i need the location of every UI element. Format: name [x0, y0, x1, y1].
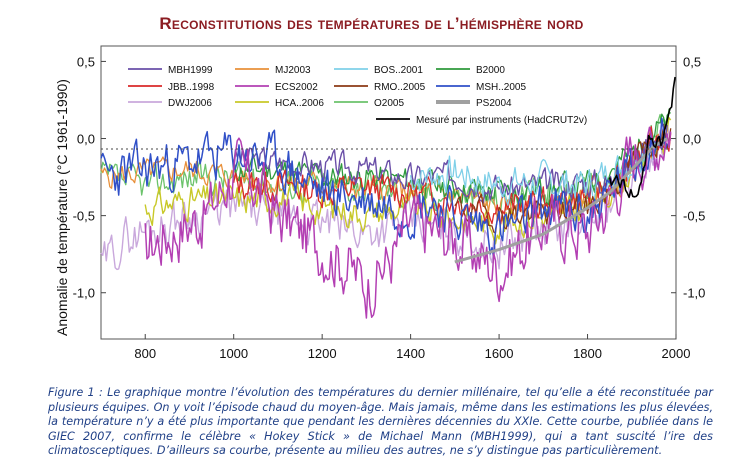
- y-tick-label-left: -1,0: [73, 286, 95, 301]
- series-line-ecs2002: [144, 126, 672, 319]
- series-line-ps2004: [454, 137, 668, 264]
- x-tick-label: 1200: [308, 346, 337, 361]
- legend-label: RMO..2005: [374, 82, 426, 93]
- legend-label: B2000: [476, 65, 505, 76]
- chart: 800 1000 1200 1400 1600 1800 2000 0,5 0,0 -0,5 -1,…: [54, 45, 706, 361]
- series-line-bos-2001: [409, 139, 659, 206]
- y-tick-label-right: 0,5: [683, 54, 701, 69]
- legend-label: ECS2002: [275, 82, 318, 93]
- series-line-b2000: [233, 112, 671, 208]
- axis-layer: 800 1000 1200 1400 1600 1800 2000 0,5 0,0 -0,5 -1,…: [73, 54, 706, 361]
- series-line-mesur-par-instruments-hadcrut2v-: [608, 76, 676, 199]
- y-tick-label-right: -0,5: [683, 209, 705, 224]
- x-tick-label: 1600: [485, 346, 514, 361]
- figure-caption: Figure 1 : Le graphique montre l’évoluti…: [48, 386, 713, 458]
- legend-label: Mesuré par instruments (HadCRUT2v): [416, 115, 587, 126]
- x-tick-label: 2000: [662, 346, 691, 361]
- legend-label: DWJ2006: [168, 98, 212, 109]
- legend-label: MBH1999: [168, 65, 213, 76]
- x-tick-label: 1400: [396, 346, 425, 361]
- legend: MBH1999 MJ2003 BOS..2001 B2000 JBB..1998 ECS2…: [122, 62, 587, 129]
- y-tick-label-left: 0,0: [77, 132, 95, 147]
- y-tick-label-left: -0,5: [73, 209, 95, 224]
- plot-frame: [100, 45, 677, 340]
- legend-label: HCA..2006: [275, 98, 324, 109]
- legend-label: BOS..2001: [374, 65, 423, 76]
- y-tick-label-right: 0,0: [683, 132, 701, 147]
- y-tick-label-left: 0,5: [77, 54, 95, 69]
- x-tick-label: 1000: [219, 346, 248, 361]
- legend-background: [122, 62, 560, 129]
- legend-label: JBB..1998: [168, 82, 215, 93]
- y-tick-label-right: -1,0: [683, 286, 705, 301]
- legend-label: PS2004: [476, 98, 512, 109]
- x-tick-label: 800: [134, 346, 156, 361]
- chart-title: Reconstitutions des températures de l’hé…: [159, 14, 584, 33]
- series-layer: [100, 76, 676, 319]
- y-axis-label: Anomalie de température (°C 1961-1990): [54, 79, 70, 336]
- series-line-mbh1999: [233, 124, 668, 204]
- legend-label: MJ2003: [275, 65, 311, 76]
- legend-label: MSH..2005: [476, 82, 526, 93]
- legend-label: O2005: [374, 98, 404, 109]
- x-tick-label: 1800: [573, 346, 602, 361]
